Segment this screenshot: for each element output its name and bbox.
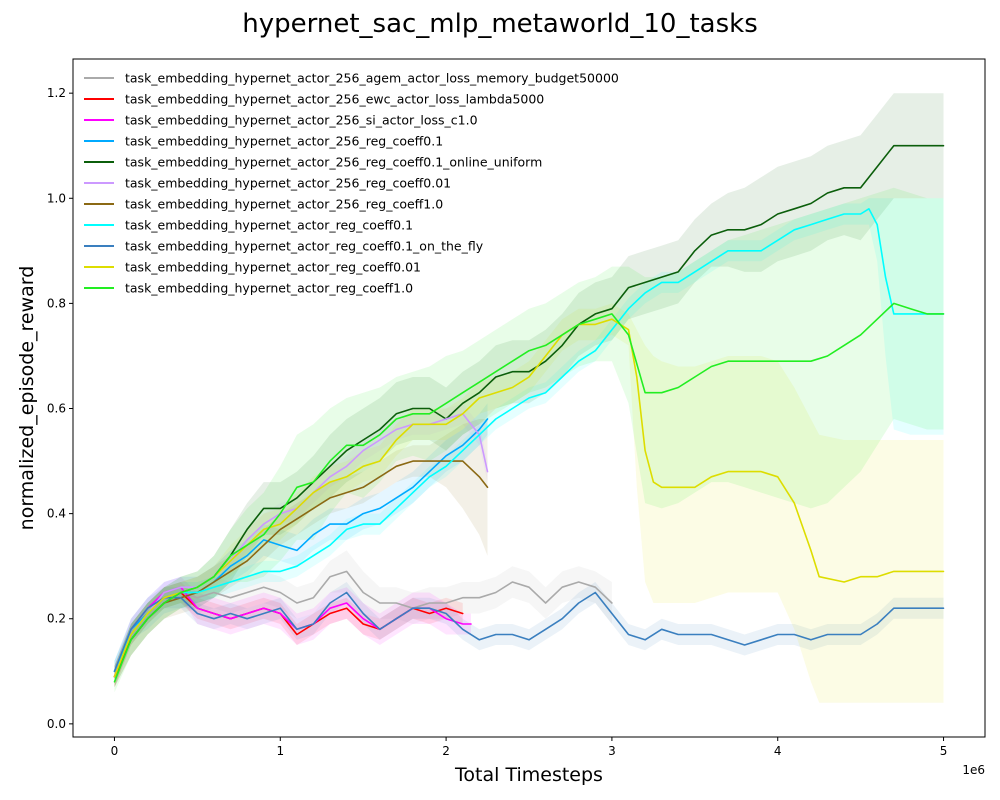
legend-entry: task_embedding_hypernet_actor_256_reg_co… xyxy=(125,197,443,212)
chart-title: hypernet_sac_mlp_metaworld_10_tasks xyxy=(242,9,758,39)
series-band-1 xyxy=(114,550,612,688)
series-band-3 xyxy=(114,576,471,688)
series-band-9 xyxy=(114,582,944,682)
series-lines xyxy=(113,144,945,683)
x-tick-label: 4 xyxy=(774,744,782,758)
legend-entry: task_embedding_hypernet_actor_256_reg_co… xyxy=(125,176,451,191)
y-tick-label: 0.0 xyxy=(47,717,66,731)
series-line-9 xyxy=(113,591,945,673)
series-line-7 xyxy=(113,460,489,678)
legend-entry: task_embedding_hypernet_actor_reg_coeff0… xyxy=(125,239,484,254)
x-axis-ticks: 0 1 2 3 4 5 xyxy=(111,737,948,758)
legend-entry: task_embedding_hypernet_actor_reg_coeff0… xyxy=(125,218,413,233)
legend-entry: task_embedding_hypernet_actor_256_ewc_ac… xyxy=(125,92,544,107)
y-tick-label: 0.4 xyxy=(47,507,66,521)
series-line-10 xyxy=(113,318,945,678)
legend-entry: task_embedding_hypernet_actor_256_reg_co… xyxy=(125,155,542,170)
x-axis-label: Total Timesteps xyxy=(454,764,603,786)
confidence-bands xyxy=(114,93,944,703)
x-tick-label: 0 xyxy=(111,744,119,758)
x-tick-label: 5 xyxy=(940,744,948,758)
y-tick-label: 0.6 xyxy=(47,402,66,416)
x-tick-label: 3 xyxy=(608,744,616,758)
x-axis-offset-label: 1e6 xyxy=(962,763,985,777)
series-line-1 xyxy=(113,570,613,678)
plot-frame xyxy=(72,58,986,738)
series-line-11 xyxy=(113,302,945,683)
series-line-8 xyxy=(113,208,945,673)
series-band-7 xyxy=(114,419,488,688)
legend-entry: task_embedding_hypernet_actor_reg_coeff0… xyxy=(125,260,421,275)
y-tick-label: 1.0 xyxy=(47,191,66,205)
y-axis-label: normalized_episode_reward xyxy=(16,266,38,531)
y-tick-label: 0.2 xyxy=(47,612,66,626)
legend-entry: task_embedding_hypernet_actor_256_reg_co… xyxy=(125,134,443,149)
y-axis-ticks: 0.0 0.2 0.4 0.6 0.8 1.0 1.2 xyxy=(47,86,73,731)
legend-entry: task_embedding_hypernet_actor_256_agem_a… xyxy=(125,71,619,86)
series-line-5 xyxy=(113,144,945,678)
legend-entry: task_embedding_hypernet_actor_256_si_act… xyxy=(125,113,478,128)
y-tick-label: 1.2 xyxy=(47,86,66,100)
y-tick-label: 0.8 xyxy=(47,296,66,310)
series-band-11 xyxy=(114,187,944,693)
legend-entry: task_embedding_hypernet_actor_reg_coeff1… xyxy=(125,281,413,296)
legend: task_embedding_hypernet_actor_256_agem_a… xyxy=(84,71,619,296)
series-band-2 xyxy=(114,582,463,688)
series-band-10 xyxy=(114,303,944,703)
x-tick-label: 2 xyxy=(442,744,450,758)
series-band-4 xyxy=(114,403,488,682)
x-tick-label: 1 xyxy=(276,744,284,758)
series-band-5 xyxy=(114,93,944,688)
